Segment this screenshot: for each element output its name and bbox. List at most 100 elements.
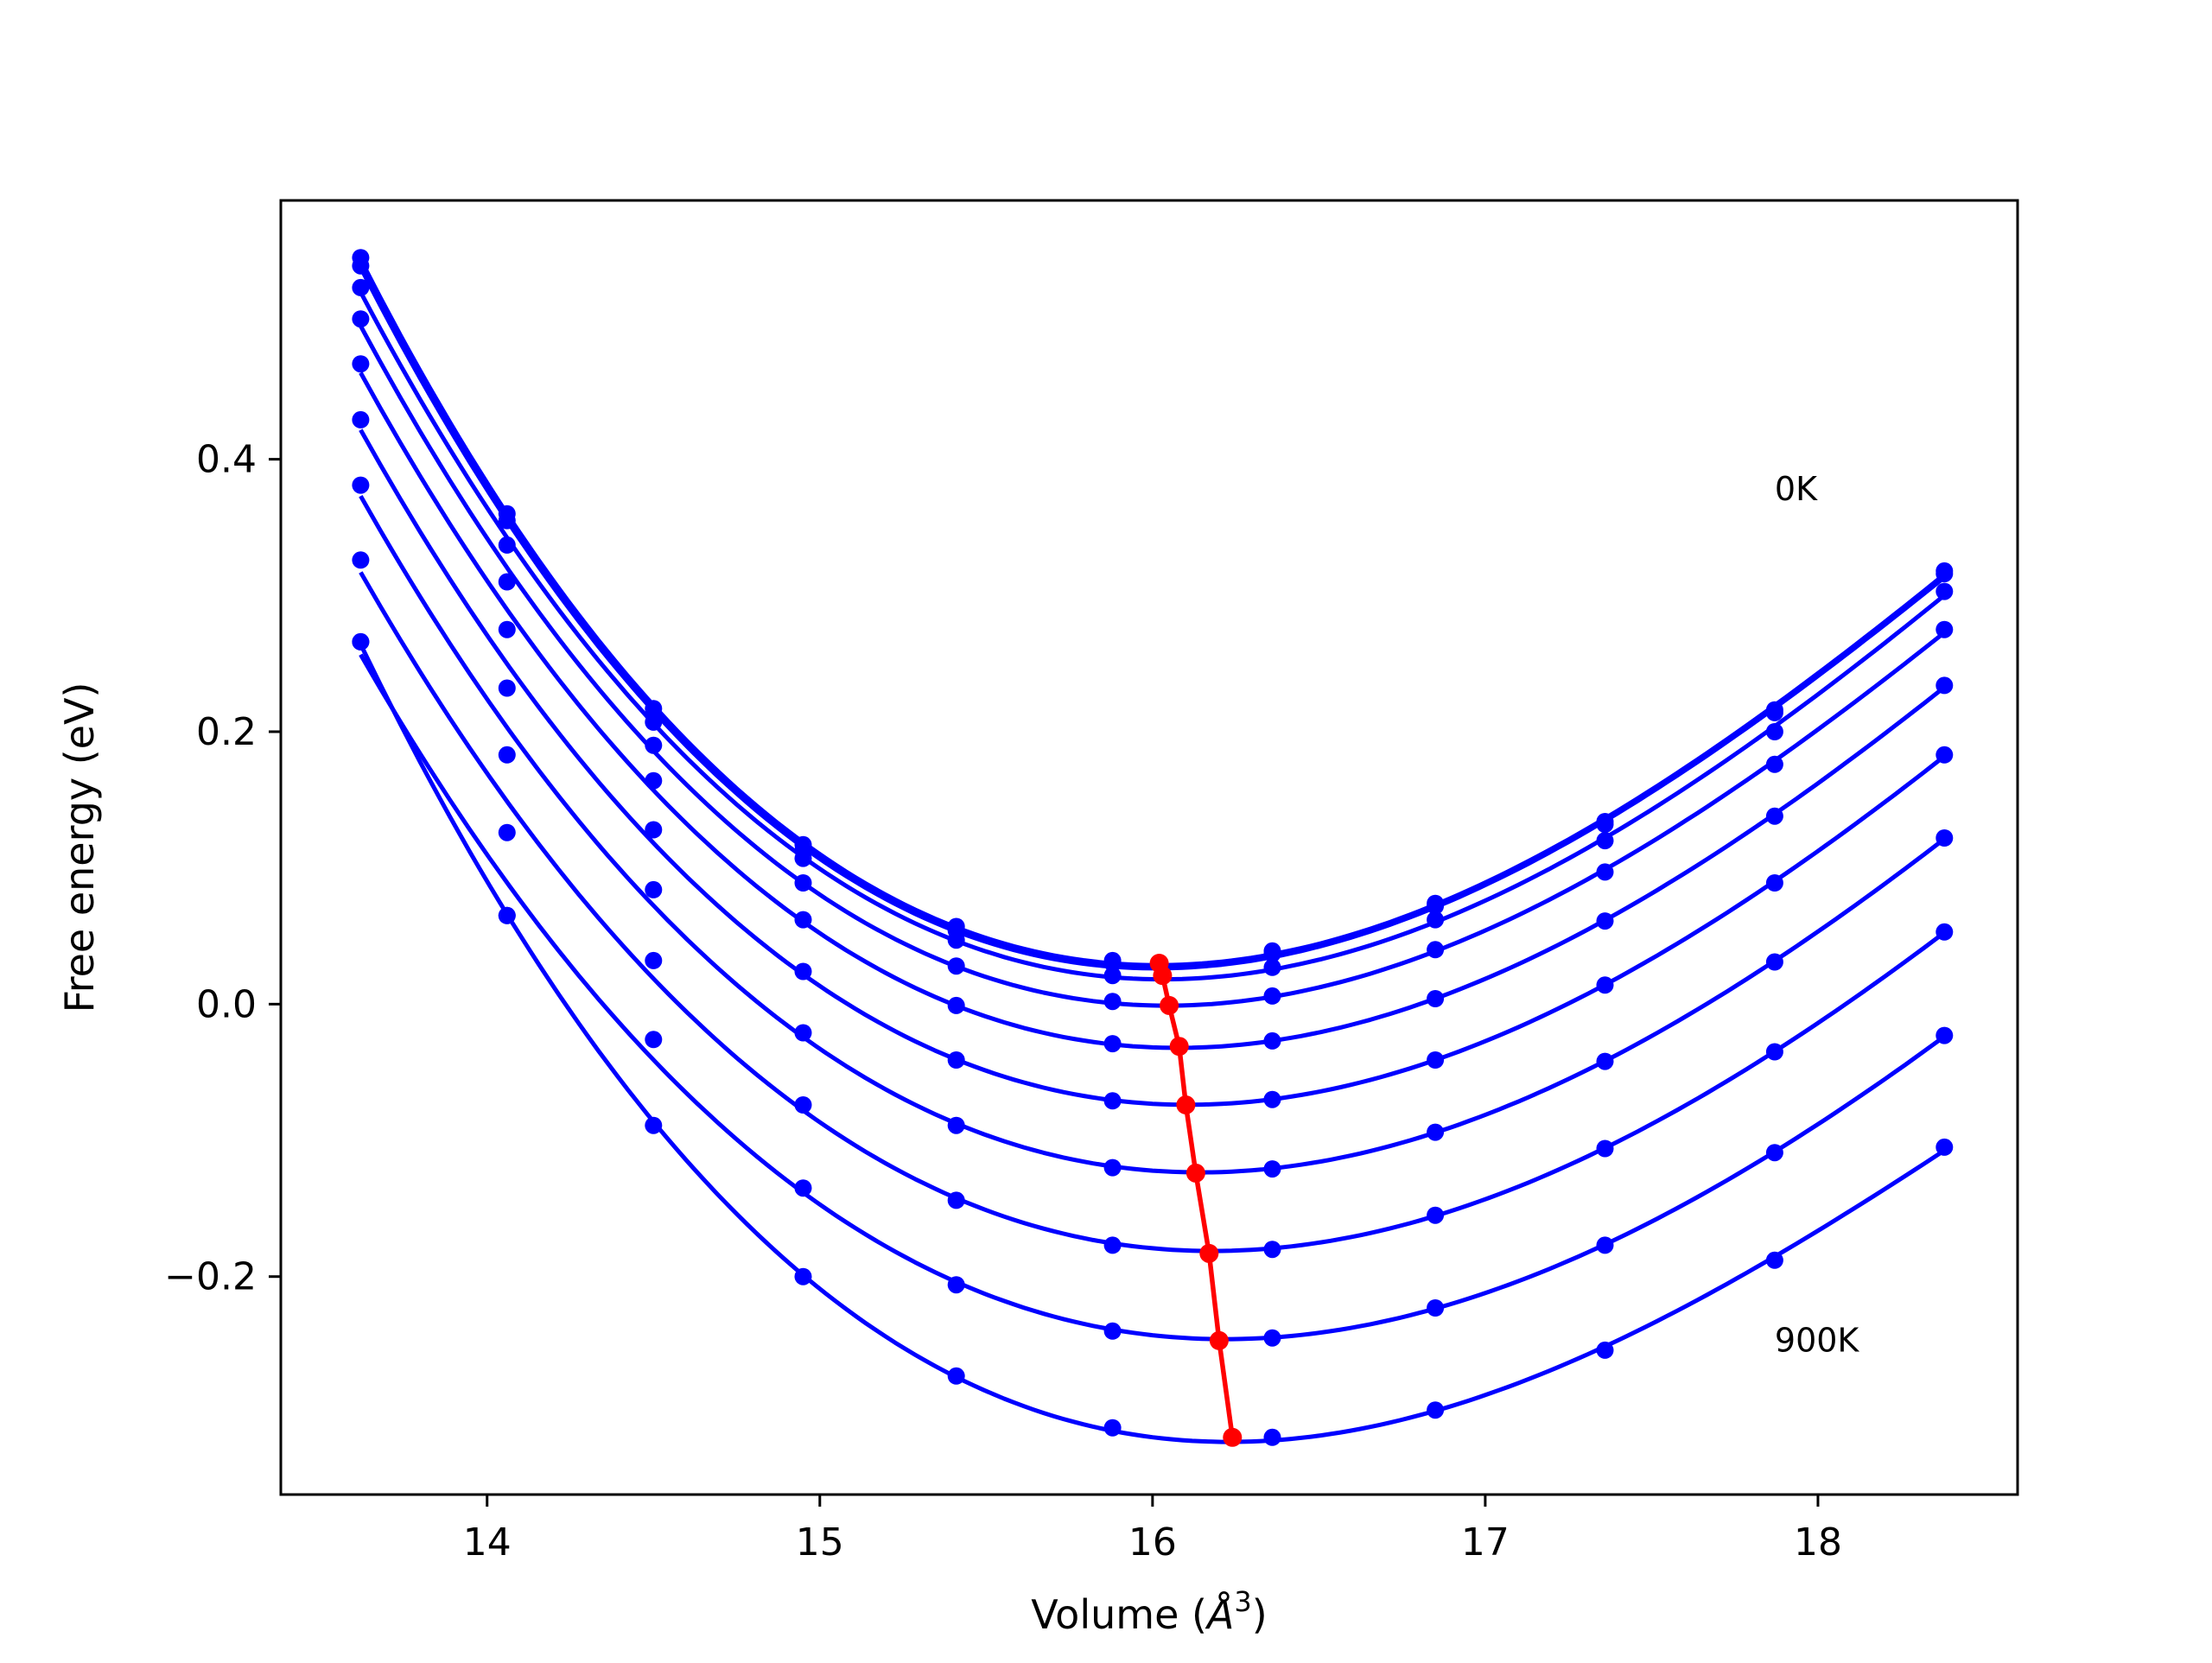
data-point: [1427, 1051, 1445, 1069]
y-tick-label: 0.4: [196, 438, 257, 482]
data-point: [947, 957, 965, 975]
data-point: [1936, 1026, 1954, 1044]
data-point: [1596, 912, 1614, 930]
data-point: [1103, 1419, 1122, 1437]
x-tick-label: 15: [796, 1520, 844, 1565]
data-point: [1765, 755, 1783, 773]
free-energy-curve-7: [359, 571, 1946, 1254]
curves-layer: [359, 258, 1946, 1444]
data-point: [352, 410, 370, 428]
data-point: [1936, 746, 1954, 764]
data-point: [645, 880, 663, 898]
data-point: [1765, 1251, 1783, 1269]
data-point: [1263, 1428, 1281, 1446]
x-tick-label: 17: [1461, 1520, 1510, 1565]
data-point: [1765, 703, 1783, 721]
data-point: [1103, 1092, 1122, 1110]
data-point: [1765, 1144, 1783, 1162]
minimum-point: [1169, 1037, 1189, 1057]
data-point: [352, 278, 370, 296]
data-point: [1427, 990, 1445, 1007]
data-point: [1263, 1241, 1281, 1259]
data-point: [1765, 807, 1783, 825]
data-point: [645, 951, 663, 969]
data-point: [352, 310, 370, 328]
y-axis-label: Free energy (eV): [56, 682, 103, 1013]
data-point: [1936, 829, 1954, 847]
free-energy-curve-4: [359, 371, 1946, 1050]
plot-frame: [279, 199, 2019, 1496]
data-point: [645, 1031, 663, 1049]
data-point: [645, 713, 663, 731]
data-point: [947, 931, 965, 949]
data-point: [1103, 955, 1122, 972]
temperature-annotation: 0K: [1775, 470, 1818, 508]
data-point: [947, 996, 965, 1014]
data-point: [794, 1024, 812, 1042]
x-tick-label: 16: [1128, 1520, 1177, 1565]
data-point: [794, 911, 812, 929]
minimum-point: [1160, 995, 1179, 1015]
data-point: [794, 1096, 812, 1114]
data-point: [1765, 953, 1783, 971]
minimum-point: [1199, 1243, 1219, 1263]
markers-layer: [352, 249, 1954, 1447]
free-energy-curve-8: [359, 653, 1946, 1342]
minimum-point: [1176, 1095, 1196, 1114]
data-point: [498, 823, 516, 841]
data-point: [1596, 976, 1614, 994]
data-point: [352, 476, 370, 494]
data-point: [498, 536, 516, 554]
free-energy-curve-5: [359, 428, 1946, 1108]
minimum-point: [1209, 1330, 1229, 1350]
data-point: [1427, 1123, 1445, 1141]
data-point: [1427, 911, 1445, 929]
data-point: [794, 1179, 812, 1197]
minimum-line: [1156, 962, 1236, 1438]
data-point: [1765, 874, 1783, 892]
free-energy-curve-2: [359, 291, 1946, 982]
data-point: [1103, 1035, 1122, 1053]
data-point: [498, 620, 516, 638]
data-point: [794, 1267, 812, 1285]
data-point: [1765, 1043, 1783, 1061]
y-tick-label: 0.0: [196, 982, 257, 1026]
minimum-point: [1185, 1163, 1205, 1183]
data-point: [1596, 1139, 1614, 1158]
data-point: [794, 874, 812, 892]
data-point: [947, 1191, 965, 1209]
data-point: [1596, 1341, 1614, 1359]
data-point: [947, 1276, 965, 1294]
data-point: [1263, 945, 1281, 962]
free-energy-curve-3: [359, 325, 1946, 1008]
data-point: [1936, 1138, 1954, 1156]
data-point: [352, 632, 370, 651]
axes-layer: [269, 199, 2019, 1507]
data-point: [1103, 1158, 1122, 1177]
data-point: [645, 736, 663, 754]
data-point: [498, 573, 516, 591]
data-point: [1936, 620, 1954, 638]
data-point: [1427, 1401, 1445, 1419]
data-point: [1596, 1052, 1614, 1070]
minimum-point: [1223, 1427, 1243, 1447]
x-tick-label: 18: [1794, 1520, 1842, 1565]
free-energy-curve-1: [359, 266, 1946, 971]
data-point: [645, 1116, 663, 1134]
data-point: [498, 746, 516, 764]
x-axis-label: Volume (Å3): [1031, 1585, 1267, 1638]
data-point: [794, 849, 812, 867]
data-point: [1765, 723, 1783, 740]
y-tick-label: 0.2: [196, 710, 257, 754]
data-point: [1596, 863, 1614, 881]
data-point: [1936, 676, 1954, 695]
data-point: [645, 821, 663, 839]
data-point: [1427, 941, 1445, 959]
data-point: [1103, 993, 1122, 1011]
free-energy-curve-9: [359, 643, 1946, 1444]
data-point: [1263, 1031, 1281, 1050]
data-point: [1263, 1090, 1281, 1108]
data-point: [498, 679, 516, 697]
data-point: [498, 511, 516, 530]
